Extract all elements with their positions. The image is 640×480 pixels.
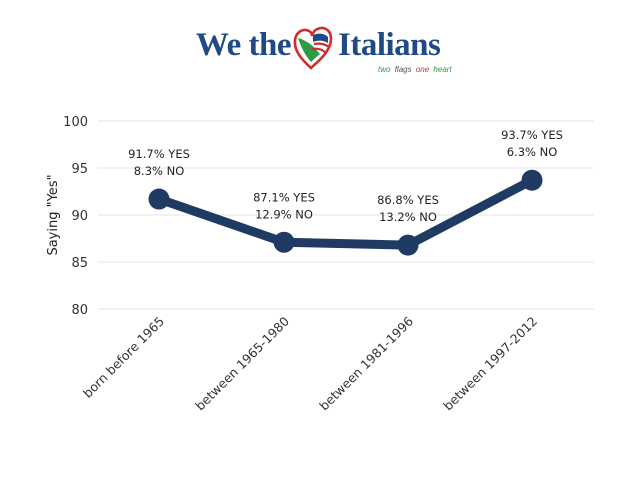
series-line	[154, 175, 537, 250]
brand-logo: We the Italians two flags one heart	[196, 26, 452, 74]
logo-tagline: two flags one heart	[378, 65, 452, 74]
data-labels: 91.7% YES 8.3% NO 87.1% YES 12.9% NO 86.8% Y…	[128, 128, 563, 224]
y-tick-label: 95	[71, 162, 88, 177]
y-axis-ticks: 80 85 90 95 100	[63, 115, 88, 318]
data-point	[148, 188, 170, 210]
y-tick-label: 85	[71, 256, 88, 271]
data-point	[521, 169, 543, 191]
data-label: 86.8% YES	[377, 193, 439, 207]
tagline-word-2: flags	[395, 65, 412, 74]
x-category-label: between 1981-1996	[316, 313, 416, 413]
flag-heart-icon	[293, 26, 333, 70]
x-axis-categories: born before 1965 between 1965-1980 between…	[80, 313, 540, 413]
data-label: 6.3% NO	[507, 145, 558, 159]
y-tick-label: 80	[71, 303, 88, 318]
y-tick-label: 100	[63, 115, 88, 130]
data-label: 13.2% NO	[379, 210, 437, 224]
x-category-label: between 1965-1980	[192, 313, 292, 413]
data-point	[397, 234, 419, 256]
logo-word-right: Italians	[338, 27, 441, 63]
data-label: 91.7% YES	[128, 147, 190, 161]
series-layer	[148, 169, 543, 256]
data-label: 12.9% NO	[255, 207, 313, 221]
data-point	[273, 231, 295, 253]
data-label: 87.1% YES	[253, 190, 315, 204]
tagline-word-1: two	[378, 65, 391, 74]
y-axis-title: Saying "Yes"	[46, 174, 61, 255]
gridlines	[98, 120, 594, 310]
tagline-word-3: one	[416, 65, 430, 74]
tagline-word-4: heart	[433, 65, 452, 74]
x-category-label: born before 1965	[80, 314, 167, 401]
data-label: 8.3% NO	[134, 164, 185, 178]
data-label: 93.7% YES	[501, 128, 563, 142]
y-tick-label: 90	[71, 209, 88, 224]
x-category-label: between 1997-2012	[440, 314, 540, 414]
logo-word-left: We the	[196, 27, 291, 63]
